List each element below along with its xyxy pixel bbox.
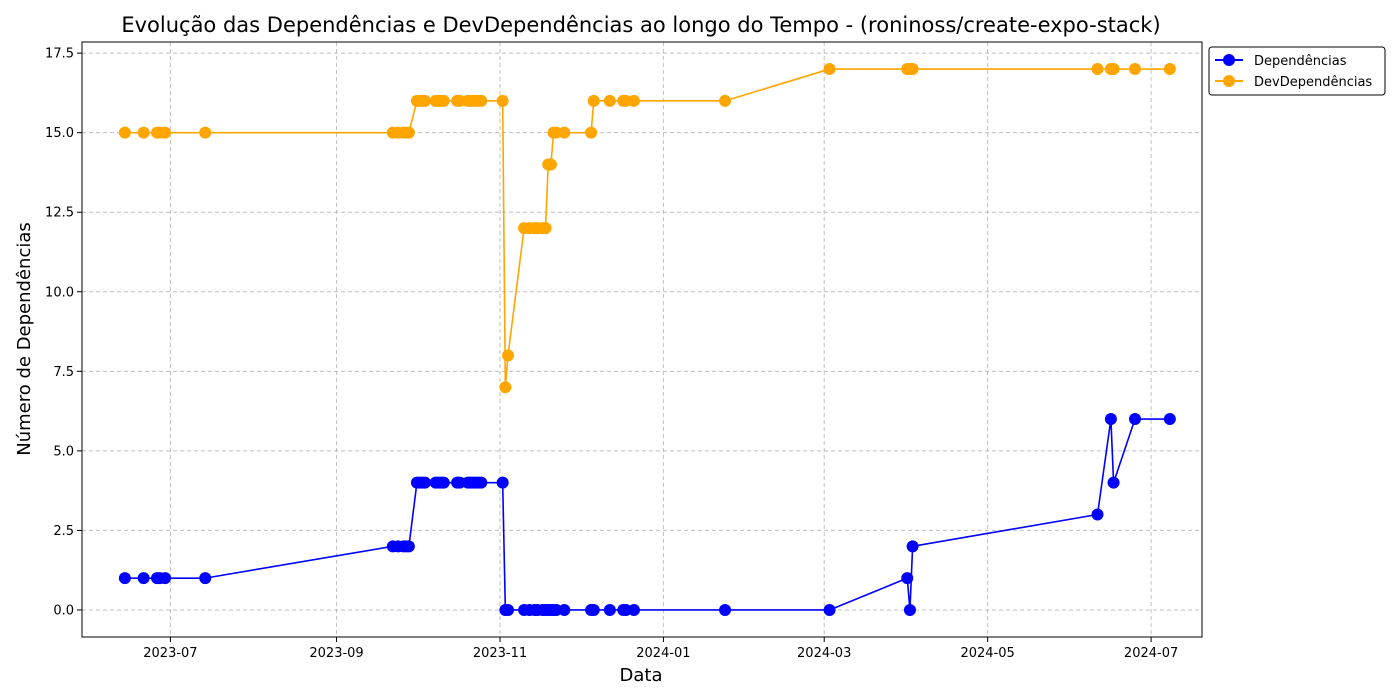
data-point <box>1107 63 1120 76</box>
legend-marker-devdependencias <box>1223 75 1235 87</box>
legend-label-devdependencias: DevDependências <box>1254 75 1372 90</box>
data-point <box>585 126 598 139</box>
data-point <box>1129 63 1142 76</box>
y-axis-label: Número de Dependências <box>14 222 35 456</box>
data-point <box>402 540 415 553</box>
data-point <box>1163 63 1176 76</box>
y-tick-label: 17.5 <box>45 47 74 62</box>
data-point <box>199 126 212 139</box>
data-point <box>502 603 515 616</box>
data-point <box>544 158 557 171</box>
y-tick-label: 7.5 <box>53 365 74 380</box>
data-point <box>418 94 431 107</box>
data-point <box>587 94 600 107</box>
data-point <box>627 603 640 616</box>
data-point <box>496 476 509 489</box>
data-point <box>137 126 150 139</box>
data-point <box>603 603 616 616</box>
legend-label-dependencias: Dependências <box>1254 54 1347 69</box>
data-point <box>823 603 836 616</box>
data-point <box>137 572 150 585</box>
series-group <box>118 63 1176 616</box>
data-point <box>402 126 415 139</box>
y-tick-label: 5.0 <box>53 444 74 459</box>
y-tick-label: 2.5 <box>53 524 74 539</box>
data-point <box>1091 508 1104 521</box>
grid <box>82 42 1202 637</box>
data-point <box>906 63 919 76</box>
data-point <box>159 126 172 139</box>
x-tick-label: 2024-01 <box>636 646 690 661</box>
data-point <box>437 94 450 107</box>
data-point <box>496 94 509 107</box>
data-point <box>903 603 916 616</box>
data-point <box>1129 413 1142 426</box>
data-point <box>719 94 732 107</box>
y-tick-label: 15.0 <box>45 126 74 141</box>
chart-title: Evolução das Dependências e DevDependênc… <box>121 13 1160 37</box>
x-tick-label: 2023-09 <box>309 646 363 661</box>
series-devdependencias <box>118 63 1176 394</box>
data-point <box>823 63 836 76</box>
data-point <box>539 222 552 235</box>
data-point <box>906 540 919 553</box>
data-point <box>558 603 571 616</box>
data-point <box>159 572 172 585</box>
data-point <box>558 126 571 139</box>
y-tick-label: 10.0 <box>45 285 74 300</box>
data-point <box>603 94 616 107</box>
series-dependencias <box>118 413 1176 616</box>
data-point <box>587 603 600 616</box>
data-point <box>437 476 450 489</box>
data-point <box>499 381 512 394</box>
x-tick-label: 2023-07 <box>143 646 197 661</box>
legend-marker-dependencias <box>1223 54 1235 66</box>
data-point <box>901 572 914 585</box>
data-point <box>475 94 488 107</box>
y-tick-label: 12.5 <box>45 206 74 221</box>
axis-ticks: 2023-07 2023-09 2023-11 2024-01 2024-03 2024-… <box>45 47 1178 661</box>
x-tick-label: 2024-05 <box>960 646 1014 661</box>
x-axis-label: Data <box>620 665 663 686</box>
data-point <box>118 572 131 585</box>
data-point <box>1107 476 1120 489</box>
legend: Dependências DevDependências <box>1208 46 1386 96</box>
data-point <box>199 572 212 585</box>
data-point <box>1104 413 1117 426</box>
x-tick-label: 2024-07 <box>1124 646 1178 661</box>
x-tick-label: 2024-03 <box>797 646 851 661</box>
data-point <box>1163 413 1176 426</box>
data-point <box>418 476 431 489</box>
data-point <box>1091 63 1104 76</box>
data-point <box>719 603 732 616</box>
x-tick-label: 2023-11 <box>473 646 527 661</box>
data-point <box>475 476 488 489</box>
data-point <box>502 349 515 362</box>
y-tick-label: 0.0 <box>53 603 74 618</box>
data-point <box>627 94 640 107</box>
plot-frame <box>81 41 1203 638</box>
legend-box <box>1208 46 1386 96</box>
data-point <box>118 126 131 139</box>
